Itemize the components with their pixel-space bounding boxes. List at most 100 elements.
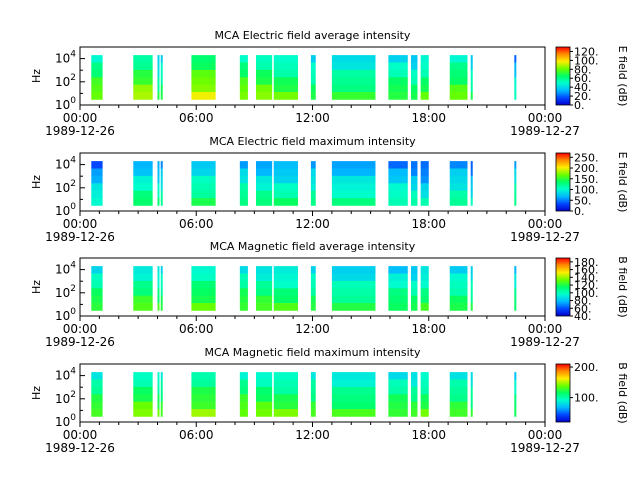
spectrum-cell (514, 84, 517, 93)
spectrum-cell (449, 372, 468, 380)
spectrum-cell (310, 84, 316, 93)
spectrum-cell (191, 62, 216, 71)
spectrum-cell (239, 386, 248, 395)
data-segment (420, 55, 429, 100)
spectrum-cell (388, 161, 408, 169)
spectrum-cell (388, 386, 408, 395)
x-tick-label: 18:00 (411, 428, 446, 442)
spectrum-cell (331, 190, 376, 199)
spectrum-cell (157, 69, 160, 78)
spectrum-cell (91, 409, 103, 417)
data-segment (310, 266, 316, 311)
spectrum-cell (420, 266, 429, 274)
spectrum-cell (470, 55, 473, 63)
data-segment (470, 55, 473, 100)
spectrum-cell (449, 175, 468, 184)
spectrum-cell (514, 55, 517, 63)
spectrum-cell (91, 168, 103, 177)
spectrum-cell (514, 273, 517, 282)
spectrum-cell (420, 401, 429, 410)
spectrum-cell (191, 84, 216, 93)
y-tick-exponent: 0 (70, 96, 76, 106)
spectrum-cell (331, 379, 376, 388)
spectrum-cell (239, 198, 248, 206)
spectrum-cell (449, 280, 468, 289)
x-tick-label: 06:00 (179, 428, 214, 442)
spectrum-cell (255, 62, 273, 71)
spectrum-cell (133, 401, 153, 410)
spectrum-cell (160, 280, 163, 289)
spectrum-cell (449, 266, 468, 274)
spectrum-cell (273, 386, 298, 395)
data-segment (470, 161, 473, 206)
spectrum-cell (449, 62, 468, 71)
spectrum-cell (388, 92, 408, 100)
spectrum-cell (273, 280, 298, 289)
spectrum-cell (514, 401, 517, 410)
spectrum-cell (514, 69, 517, 78)
y-tick-base: 10 (55, 204, 70, 218)
spectrum-cell (310, 288, 316, 296)
spectrum-cell (388, 198, 408, 206)
spectrum-cell (239, 84, 248, 93)
spectrum-cell (160, 379, 163, 388)
spectrum-cell (310, 198, 316, 206)
spectrum-cell (388, 394, 408, 402)
spectrum-cell (420, 161, 429, 169)
spectrum-cell (255, 372, 273, 380)
colorbar-tick-label: 150. (574, 173, 599, 186)
y-tick-base: 10 (55, 52, 70, 66)
spectrum-cell (91, 190, 103, 199)
spectrum-cell (470, 386, 473, 395)
y-tick-base: 10 (55, 158, 70, 172)
spectrum-cell (449, 303, 468, 311)
colorbar-tick-label: 160. (574, 264, 599, 277)
y-tick-base: 10 (55, 392, 70, 406)
y-tick-exponent: 4 (70, 156, 76, 166)
spectrum-cell (470, 280, 473, 289)
data-segment (255, 55, 273, 100)
spectrum-cell (331, 175, 376, 184)
x-tick-label: 18:00 (411, 111, 446, 125)
spectrum-cell (410, 168, 418, 177)
spectrum-cell (91, 198, 103, 206)
spectrum-cell (331, 372, 376, 380)
spectrum-cell (273, 295, 298, 304)
spectrum-cell (191, 69, 216, 78)
data-segment (239, 372, 248, 417)
x-tick-date: 1989-12-26 (45, 230, 115, 244)
data-segment (410, 55, 418, 100)
spectrum-cell (133, 372, 153, 380)
spectrum-cell (157, 394, 160, 402)
spectrum-cell (273, 190, 298, 199)
colorbar-tick-label: 20. (574, 90, 592, 103)
y-axis-label: Hz (30, 386, 43, 400)
spectrum-cell (410, 266, 418, 274)
spectrum-cell (273, 303, 298, 311)
spectrum-cell (191, 295, 216, 304)
y-tick-base: 10 (55, 286, 70, 300)
x-tick-date: 1989-12-27 (510, 441, 580, 455)
spectrum-cell (388, 69, 408, 78)
colorbar-label: E field (dB) (616, 152, 629, 213)
spectrum-cell (273, 62, 298, 71)
spectrum-cell (273, 266, 298, 274)
spectrum-cell (133, 386, 153, 395)
data-segment (410, 161, 418, 206)
spectrum-cell (273, 84, 298, 93)
spectrum-cell (160, 295, 163, 304)
spectrum-cell (388, 175, 408, 184)
spectrum-cell (157, 303, 160, 311)
spectrum-cell (91, 161, 103, 169)
panel-title: MCA Magnetic field maximum intensity (205, 346, 421, 359)
data-segment (273, 266, 298, 311)
x-tick-date: 1989-12-27 (510, 124, 580, 138)
spectrum-cell (160, 161, 163, 169)
spectrum-cell (388, 280, 408, 289)
x-tick-date: 1989-12-27 (510, 230, 580, 244)
spectrum-cell (514, 161, 517, 169)
data-segment (514, 55, 517, 100)
colorbar-tick-label: 50. (574, 194, 592, 207)
spectrum-cell (160, 273, 163, 282)
spectrum-cell (160, 372, 163, 380)
